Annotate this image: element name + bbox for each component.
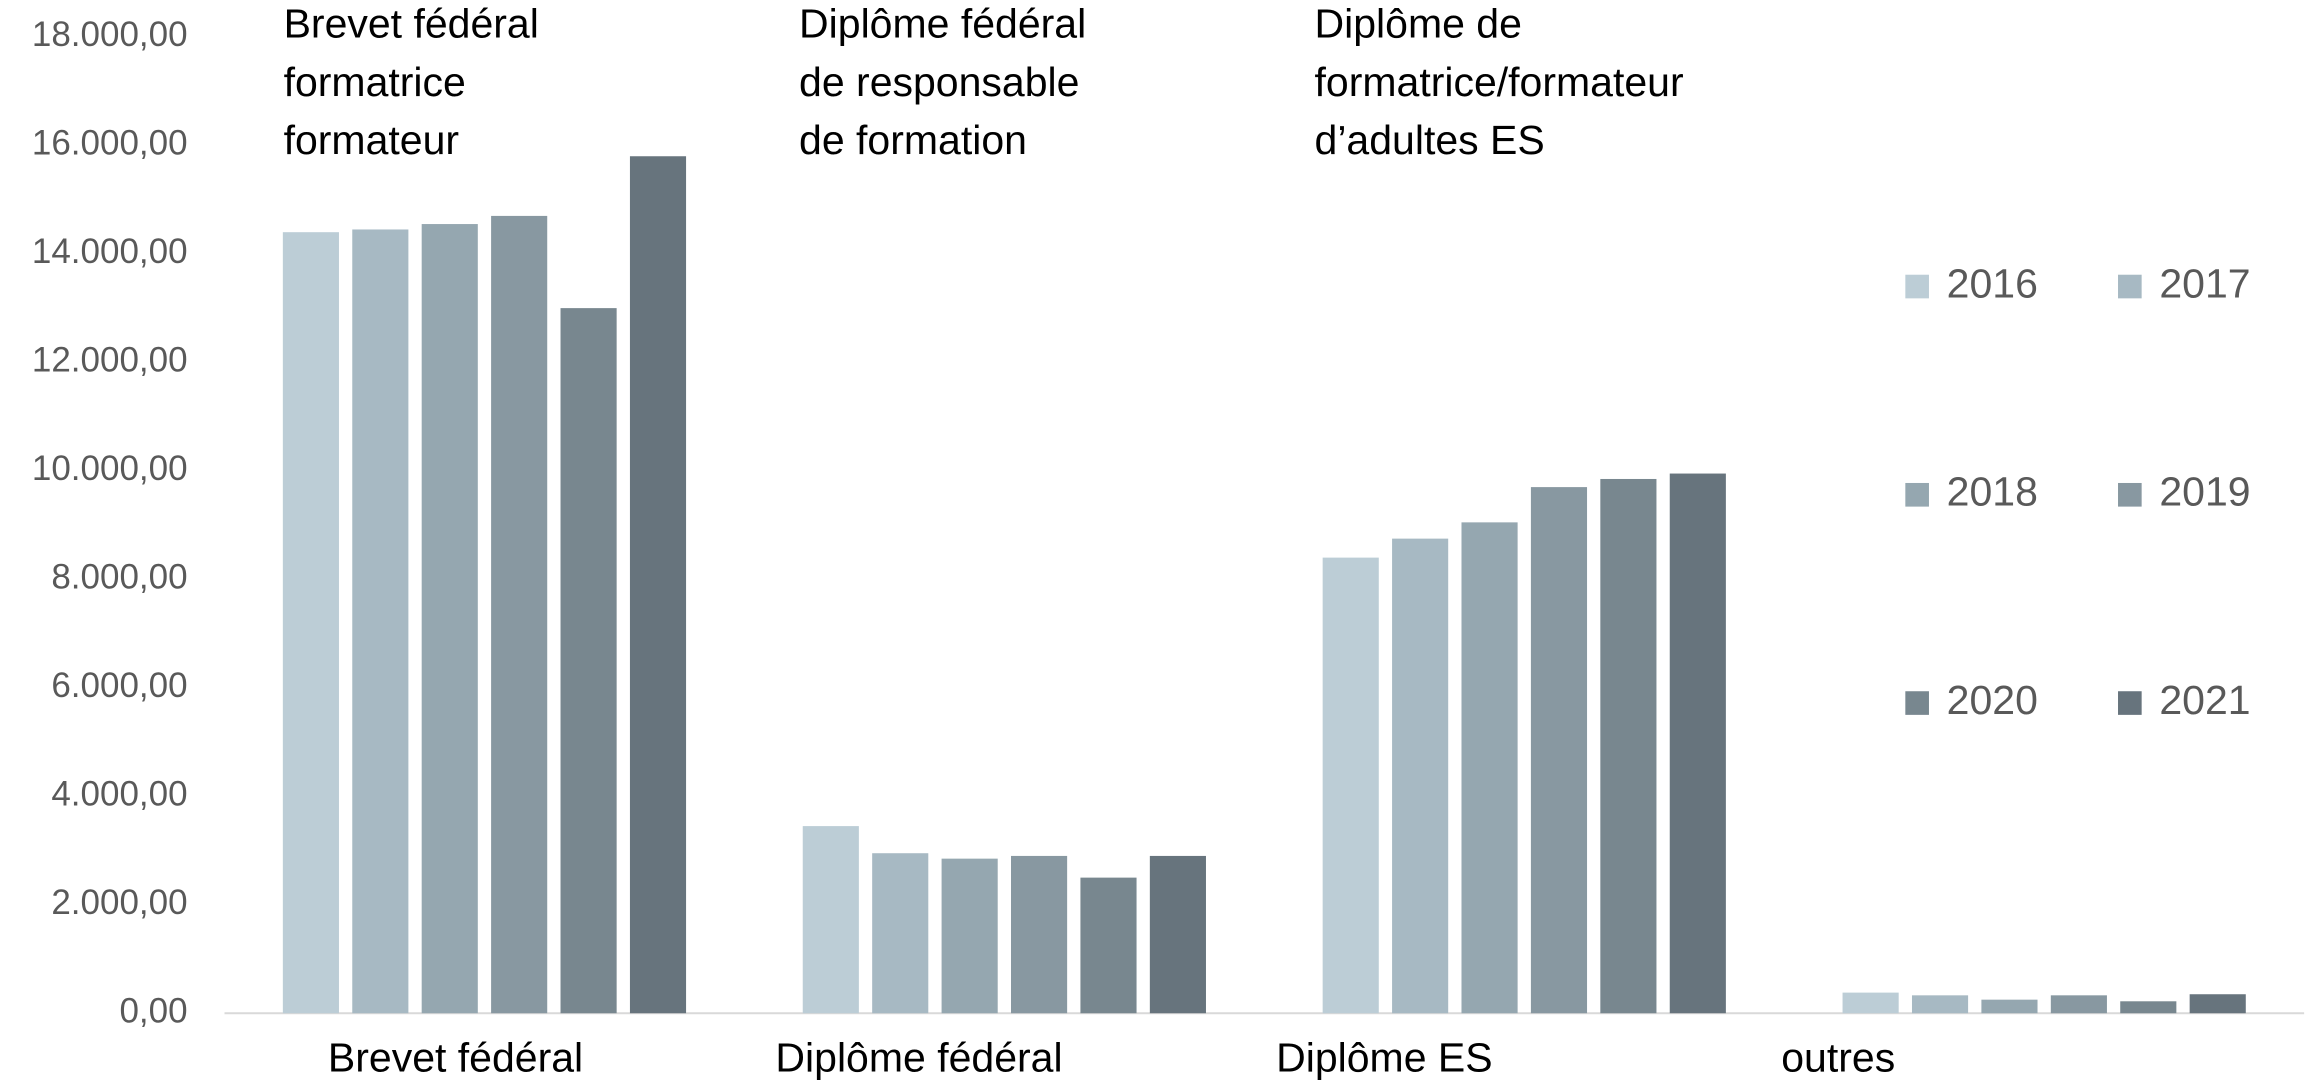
y-tick-label: 4.000,00 [51,775,187,814]
annotation: formatrice [284,59,466,105]
bar [872,853,929,1014]
y-tick-label: 12.000,00 [32,341,188,380]
legend-swatch [2118,274,2142,299]
bar [1080,877,1137,1014]
x-tick-label: outres [1781,1034,1895,1080]
legend-swatch [1905,274,1929,299]
legend-label: 2017 [2159,260,2250,306]
bar [421,224,478,1014]
legend-swatch [1905,691,1929,715]
y-tick-label: 0,00 [119,991,187,1030]
y-tick-label: 14.000,00 [32,232,188,271]
annotation: Diplôme de [1315,0,1522,46]
bar [629,156,687,1014]
bar [2050,995,2107,1014]
legend-swatch [1905,482,1929,507]
bar [560,308,617,1014]
bar [1911,995,1969,1014]
annotation: de formation [799,117,1027,163]
y-tick-label: 16.000,00 [32,124,188,163]
bar [352,229,409,1014]
bar [491,215,548,1014]
bar [941,858,998,1014]
legend-label: 2019 [2159,469,2250,515]
y-tick-label: 2.000,00 [51,883,187,922]
annotation: formatrice/formateur [1315,59,1684,105]
x-tick-label: Diplôme fédéral [775,1034,1062,1080]
x-tick-label: Brevet fédéral [328,1034,583,1080]
bar [1600,478,1657,1014]
annotation: formateur [284,117,459,163]
bar [1530,487,1588,1014]
bar [282,232,339,1014]
legend-label: 2018 [1947,469,2038,515]
annotation: de responsable [799,59,1079,105]
legend-label: 2021 [2159,677,2250,723]
bar [1149,855,1206,1014]
y-tick-label: 18.000,00 [32,15,188,54]
legend-swatch [2118,482,2142,507]
legend-swatch [2118,691,2142,715]
legend-label: 2016 [1947,260,2038,306]
annotation: Diplôme fédéral [799,0,1086,46]
annotation: d’adultes ES [1315,117,1545,163]
bar [802,826,859,1014]
bar [1669,473,1726,1014]
x-tick-label: Diplôme ES [1276,1034,1492,1080]
bar [1981,999,2038,1014]
bar [1011,855,1068,1014]
y-tick-label: 8.000,00 [51,558,187,597]
bar [2189,994,2246,1014]
bar [1461,522,1518,1014]
bar [1392,538,1449,1014]
annotation: Brevet fédéral [284,0,539,46]
bar [2120,1001,2177,1014]
y-tick-label: 6.000,00 [51,666,187,705]
legend-label: 2020 [1947,677,2038,723]
bar [1322,557,1379,1014]
y-tick-label: 10.000,00 [32,449,188,488]
bar [1842,992,1899,1014]
